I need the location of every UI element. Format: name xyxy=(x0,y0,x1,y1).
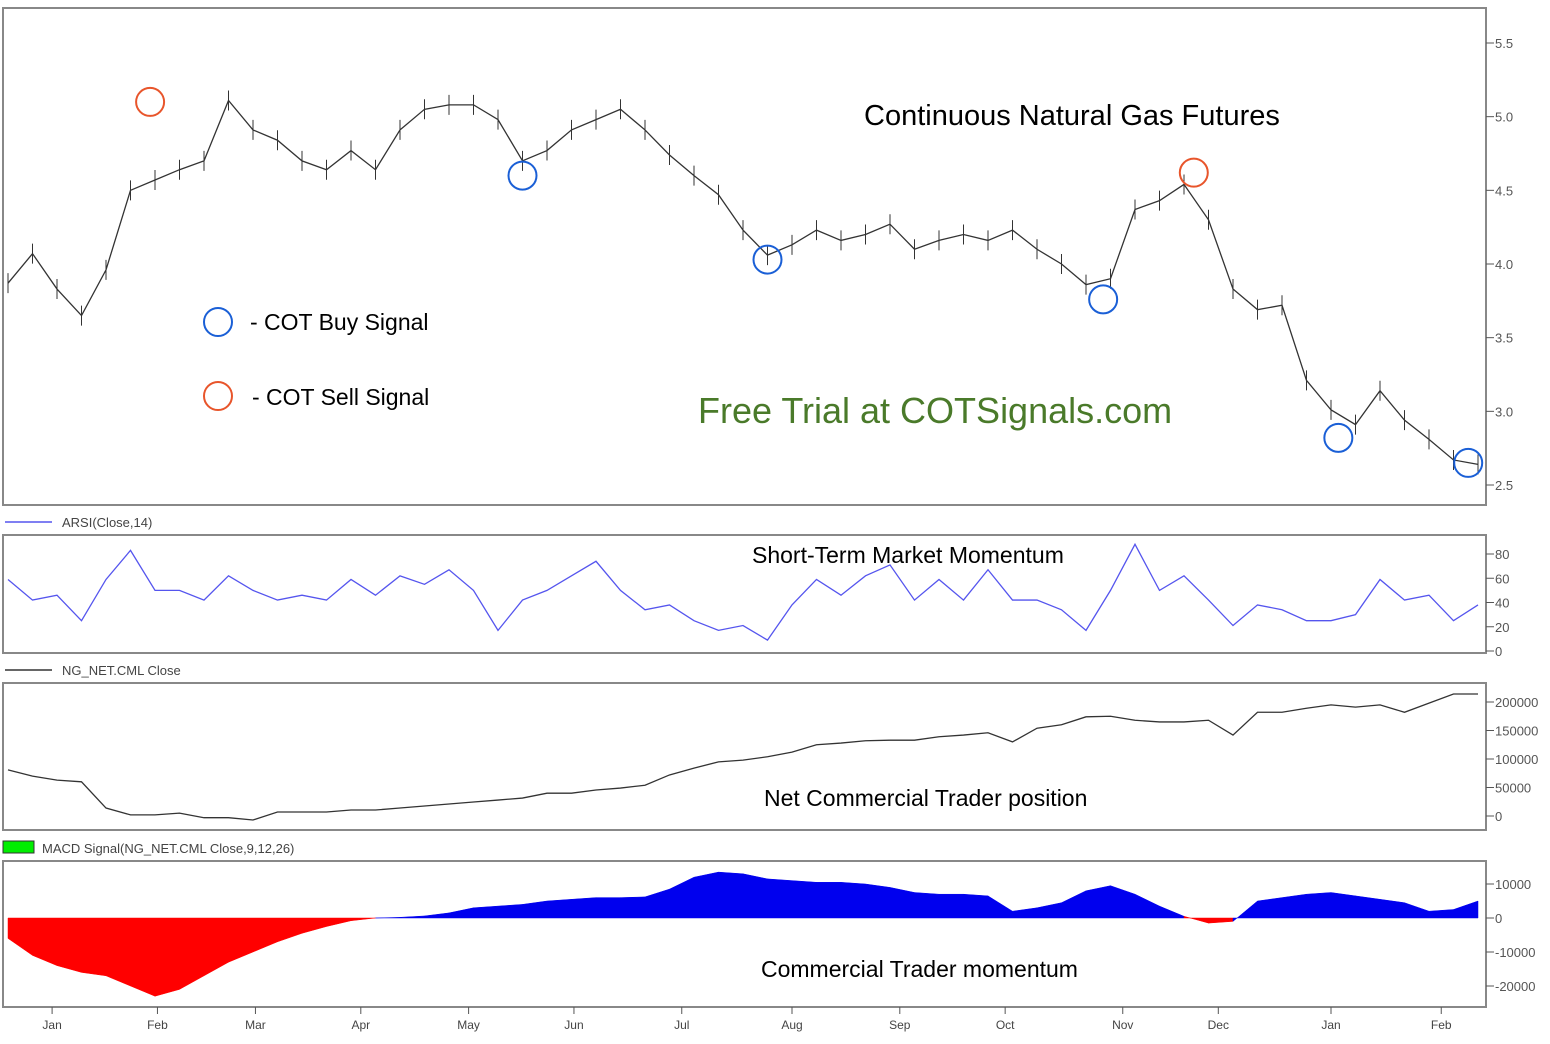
macd-area-segment xyxy=(1257,897,1283,919)
panel-2-frame xyxy=(2,682,1487,831)
y-tick-label: 0 xyxy=(1495,809,1502,824)
x-tick-label: Jun xyxy=(564,1018,583,1032)
macd-area-segment xyxy=(497,904,523,919)
x-tick-label: Dec xyxy=(1208,1018,1229,1032)
macd-area-segment xyxy=(914,892,940,919)
legend-buy-label: - COT Buy Signal xyxy=(250,309,429,335)
sell-signal-circle xyxy=(1178,157,1209,188)
macd-area-segment xyxy=(938,893,964,919)
price-line xyxy=(7,99,1479,466)
y-tick-label: 3.5 xyxy=(1495,331,1513,346)
rsi-line xyxy=(7,542,1479,641)
panel-0-frame xyxy=(2,7,1487,506)
x-tick-label: Aug xyxy=(781,1018,802,1032)
legend-buy-circle xyxy=(203,307,233,337)
buy-signal-circle xyxy=(507,160,538,191)
macd-legend-label: MACD Signal(NG_NET.CML Close,9,12,26) xyxy=(42,841,295,856)
buy-signal-circle xyxy=(1323,422,1354,453)
y-tick-label: 100000 xyxy=(1495,752,1538,767)
net-legend-label: NG_NET.CML Close xyxy=(62,663,181,678)
legend-sell-circle xyxy=(203,381,233,411)
x-tick-label: Mar xyxy=(245,1018,266,1032)
macd-legend-swatch xyxy=(2,840,35,854)
macd-area-segment xyxy=(1379,899,1405,919)
x-tick-label: Sep xyxy=(889,1018,911,1032)
macd-area-segment xyxy=(840,882,866,919)
promo-annotation: Free Trial at COTSignals.com xyxy=(698,390,1173,431)
panel-1-frame xyxy=(2,534,1487,654)
rsi-panel-title: Short-Term Market Momentum xyxy=(752,542,1064,568)
macd-area-segment xyxy=(889,887,915,919)
y-tick-label: 0 xyxy=(1495,911,1502,926)
x-tick-label: Jan xyxy=(42,1018,61,1032)
macd-area-segment xyxy=(767,878,793,919)
macd-area-segment xyxy=(1330,892,1356,919)
y-tick-label: 200000 xyxy=(1495,695,1538,710)
y-tick-label: 3.0 xyxy=(1495,404,1513,419)
x-tick-label: Feb xyxy=(1431,1018,1452,1032)
buy-signal-circle xyxy=(1453,447,1484,478)
x-tick-label: Nov xyxy=(1112,1018,1133,1032)
y-tick-label: 4.0 xyxy=(1495,257,1513,272)
macd-area-segment xyxy=(693,871,719,919)
y-tick-label: 5.5 xyxy=(1495,36,1513,51)
buy-signal-circle xyxy=(1088,284,1119,315)
y-tick-label: 60 xyxy=(1495,571,1509,586)
y-tick-label: 4.5 xyxy=(1495,183,1513,198)
y-tick-label: 10000 xyxy=(1495,877,1531,892)
macd-area-segment xyxy=(1085,885,1111,919)
y-tick-label: 5.0 xyxy=(1495,110,1513,125)
x-tick-label: May xyxy=(457,1018,480,1032)
price-chart-title: Continuous Natural Gas Futures xyxy=(864,100,1280,132)
rsi-legend-label: ARSI(Close,14) xyxy=(62,515,153,530)
y-tick-label: -20000 xyxy=(1495,979,1535,994)
macd-area-segment xyxy=(1306,892,1332,919)
net-panel-title: Net Commercial Trader position xyxy=(764,785,1088,811)
macd-area-segment xyxy=(546,899,572,919)
macd-area-segment xyxy=(1428,909,1454,919)
macd-area-segment xyxy=(620,896,646,919)
macd-panel-title: Commercial Trader momentum xyxy=(761,956,1078,982)
legend-sell-label: - COT Sell Signal xyxy=(252,384,430,410)
y-tick-label: 150000 xyxy=(1495,724,1538,739)
macd-area-segment xyxy=(350,917,376,921)
macd-area-segment xyxy=(81,917,107,977)
buy-signal-circle xyxy=(752,244,783,275)
y-tick-label: 50000 xyxy=(1495,781,1531,796)
macd-area-segment xyxy=(1355,895,1381,919)
macd-area-segment xyxy=(595,897,621,919)
y-tick-label: 40 xyxy=(1495,596,1509,611)
y-tick-label: 0 xyxy=(1495,644,1502,659)
x-tick-label: Feb xyxy=(147,1018,168,1032)
macd-area-segment xyxy=(816,882,842,919)
y-tick-label: 20 xyxy=(1495,620,1509,635)
macd-area-segment xyxy=(718,871,744,919)
macd-area-segment xyxy=(791,880,817,919)
macd-area-segment xyxy=(56,917,82,973)
macd-area-segment xyxy=(571,897,597,919)
x-tick-label: Oct xyxy=(996,1018,1015,1032)
macd-area-segment xyxy=(1453,900,1479,919)
macd-area-segment xyxy=(473,905,499,919)
y-tick-label: -10000 xyxy=(1495,945,1535,960)
macd-area-segment xyxy=(742,873,768,919)
x-tick-label: Jan xyxy=(1321,1018,1340,1032)
macd-area-segment xyxy=(105,917,131,987)
x-tick-label: Jul xyxy=(674,1018,689,1032)
y-tick-label: 2.5 xyxy=(1495,478,1513,493)
sell-signal-circle xyxy=(135,86,166,117)
net-position-line xyxy=(7,693,1478,821)
y-tick-label: 80 xyxy=(1495,547,1509,562)
macd-area-segment xyxy=(1281,893,1307,919)
macd-area-segment xyxy=(865,883,891,919)
macd-area-segment xyxy=(963,893,989,919)
macd-area-segment xyxy=(130,917,156,997)
macd-area-segment xyxy=(154,917,180,997)
x-tick-label: Apr xyxy=(351,1018,370,1032)
